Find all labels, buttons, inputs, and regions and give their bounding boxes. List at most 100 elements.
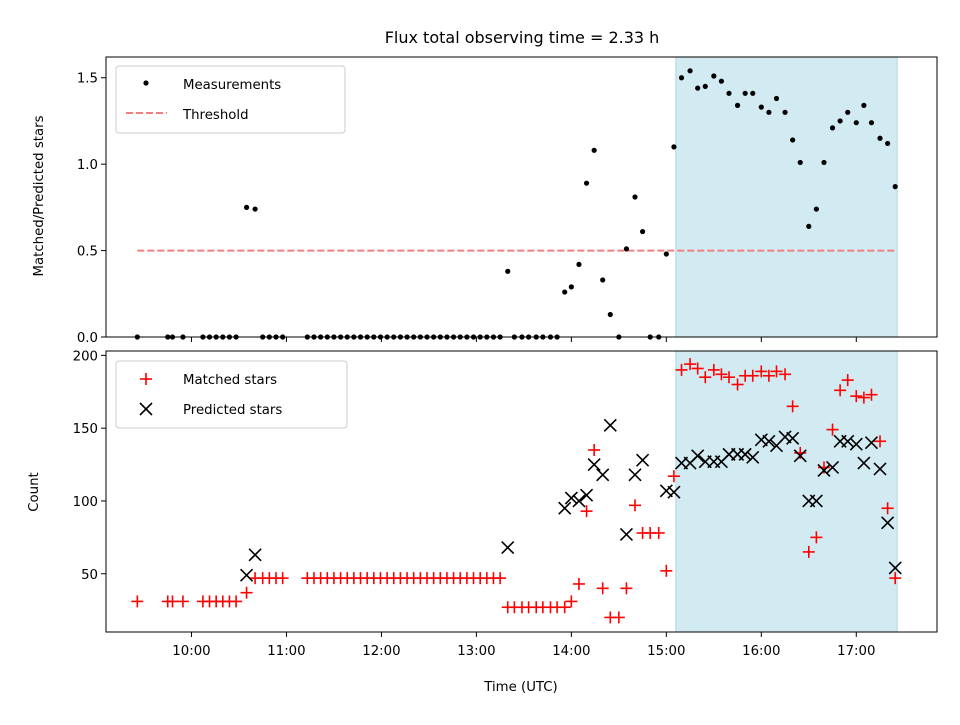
matched-star-point: [660, 564, 673, 577]
matched-star-point: [675, 363, 688, 376]
predicted-star-point: [817, 463, 831, 477]
matched-star-point: [786, 400, 799, 413]
predicted-star-point: [762, 434, 776, 448]
matched-star-point: [874, 435, 887, 448]
matched-star-point: [731, 378, 744, 391]
measurement-point: [885, 140, 891, 147]
bottom-y-axis-label: Count: [27, 472, 42, 512]
measurement-point: [252, 206, 258, 212]
top-panel: 0.0 0.5 1.0 1.5 Flux total observing time =…: [32, 28, 938, 346]
predicted-star-point: [738, 447, 752, 461]
predicted-star-point: [248, 548, 262, 562]
top-y-tick-label: 1.0: [77, 158, 98, 173]
predicted-star-point: [603, 418, 617, 432]
matched-star-point: [558, 601, 571, 614]
measurement-point: [750, 90, 756, 96]
matched-star-point: [699, 371, 712, 384]
measurement-point: [758, 104, 764, 110]
matched-star-point: [176, 595, 189, 608]
predicted-star-point: [239, 568, 254, 582]
predicted-star-point: [864, 436, 879, 450]
measurement-point: [678, 75, 685, 81]
predicted-star-point: [558, 501, 572, 515]
matched-star-point: [755, 365, 768, 378]
matched-star-point: [684, 358, 697, 371]
measurement-point: [806, 223, 812, 229]
bottom-y-tick-label: 200: [73, 349, 98, 364]
top-y-tick-label: 0.0: [77, 331, 98, 346]
legend-matched-label: Matched stars: [183, 373, 277, 388]
predicted-star-point: [841, 434, 855, 448]
matched-star-point: [565, 595, 578, 608]
measurement-point: [790, 137, 796, 143]
predicted-star-point: [579, 488, 594, 502]
predicted-star-point: [628, 468, 642, 482]
bottom-panel: 50 100 150 200 10:00 11:00 12:00 13:00 14:00 15:0…: [27, 349, 938, 695]
measurement-point: [568, 284, 574, 290]
predicted-star-point: [849, 437, 863, 451]
matched-star-point: [850, 390, 863, 403]
top-legend: Measurements Threshold: [115, 65, 346, 134]
top-shaded-region: [675, 56, 898, 338]
predicted-star-point: [636, 453, 650, 467]
matched-star-point: [779, 368, 792, 381]
matched-star-point: [857, 391, 870, 404]
bottom-x-tick-label: 11:00: [267, 644, 305, 659]
bottom-x-tick-label: 14:00: [552, 644, 590, 659]
bottom-x-axis-label: Time (UTC): [483, 680, 558, 695]
predicted-star-point: [691, 449, 705, 463]
predicted-star-point: [619, 527, 634, 542]
legend-predicted-label: Predicted stars: [183, 403, 282, 418]
measurement-point: [813, 206, 819, 212]
predicted-star-point: [888, 561, 902, 575]
legend-matched-marker: [140, 373, 152, 385]
measurement-point: [591, 147, 597, 153]
matched-star-point: [834, 384, 847, 397]
measurement-point: [607, 311, 613, 318]
measurement-point: [773, 95, 780, 102]
top-y-tick-label: 1.5: [77, 72, 98, 87]
predicted-star-point: [786, 431, 800, 445]
bottom-legend: Matched stars Predicted stars: [115, 360, 348, 429]
matched-star-point: [596, 582, 609, 595]
bottom-y-tick-label: 150: [73, 422, 98, 437]
matched-star-point: [276, 572, 289, 585]
bottom-legend-box: [115, 360, 348, 429]
matched-star-point: [620, 582, 633, 595]
measurement-point: [837, 118, 843, 124]
matched-star-point: [572, 577, 585, 590]
matched-star-point: [865, 388, 878, 401]
bottom-x-tick-label: 17:00: [837, 644, 875, 659]
matched-star-point: [612, 611, 625, 624]
matched-star-point: [230, 595, 243, 608]
top-axes-frame: [105, 56, 938, 338]
matched-star-point: [707, 363, 720, 376]
top-y-axis-label: Matched/Predicted stars: [32, 115, 47, 276]
bottom-x-tick-label: 16:00: [742, 644, 780, 659]
bottom-axes-frame: [105, 350, 938, 633]
measurement-point: [562, 289, 568, 295]
legend-threshold-label: Threshold: [182, 108, 249, 123]
predicted-star-point: [746, 450, 760, 464]
predicted-star-point: [564, 491, 578, 505]
matched-star-point: [746, 369, 759, 382]
matched-star-point: [802, 545, 815, 558]
top-legend-box: [115, 65, 346, 134]
bottom-x-tick-label: 12:00: [362, 644, 400, 659]
legend-measurements-label: Measurements: [183, 78, 281, 93]
predicted-star-point: [587, 457, 601, 472]
matched-star-point: [240, 586, 253, 599]
measurement-point: [853, 120, 859, 126]
bottom-x-tick-label: 13:00: [457, 644, 495, 659]
measurement-point: [734, 102, 741, 108]
matched-star-point: [810, 531, 823, 544]
measurement-point: [782, 109, 788, 115]
predicted-star-point: [873, 462, 887, 476]
bottom-y-tick-label: 100: [73, 495, 98, 510]
matched-star-point: [166, 595, 179, 608]
matched-star-point: [667, 470, 680, 483]
top-y-tick-label: 0.5: [77, 245, 98, 260]
measurement-point: [623, 246, 630, 252]
measurement-point: [726, 90, 732, 96]
